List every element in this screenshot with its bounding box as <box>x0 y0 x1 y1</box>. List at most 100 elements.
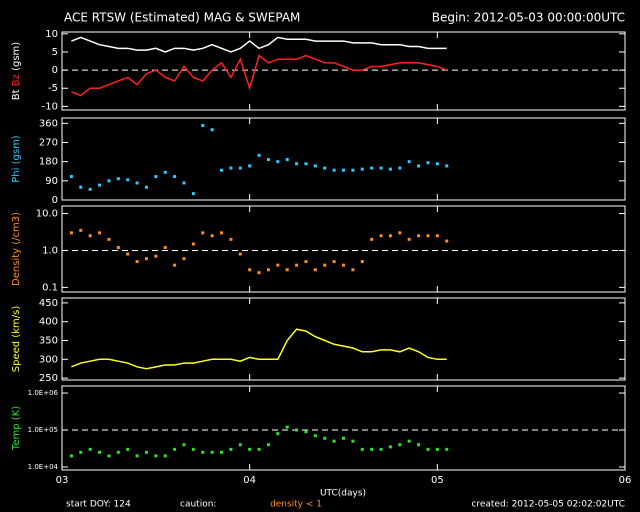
y-tick-label: 10 <box>45 29 58 40</box>
data-point <box>285 158 289 162</box>
x-axis-label: UTC(days) <box>320 489 366 499</box>
data-point <box>370 237 374 241</box>
data-point <box>98 231 102 235</box>
data-point <box>238 443 242 447</box>
data-point <box>360 260 364 264</box>
data-point <box>210 234 214 238</box>
y-tick-label: -10 <box>42 101 58 112</box>
data-point <box>257 447 261 451</box>
data-point <box>88 447 92 451</box>
data-point <box>201 123 205 127</box>
plot-frame <box>61 117 626 201</box>
data-point <box>417 234 421 238</box>
data-point <box>342 263 345 267</box>
data-point <box>304 430 308 434</box>
data-point <box>173 175 177 179</box>
y-tick-label: 400 <box>39 317 58 328</box>
data-point <box>69 231 73 235</box>
data-point <box>201 450 205 454</box>
data-point <box>229 237 233 241</box>
data-point <box>388 167 392 171</box>
data-point <box>370 166 374 170</box>
data-point <box>163 170 167 174</box>
data-point <box>69 454 73 458</box>
data-point <box>163 454 167 458</box>
y-axis-label: Temp (K) <box>11 406 22 451</box>
data-point <box>435 234 439 238</box>
y-tick-label: 270 <box>39 137 58 148</box>
data-point <box>295 162 299 166</box>
data-point <box>445 239 449 243</box>
data-point <box>154 254 158 258</box>
data-point <box>116 246 120 250</box>
data-point <box>79 185 83 189</box>
data-point <box>116 177 120 181</box>
y-tick-label: 90 <box>45 176 58 187</box>
data-point <box>285 268 289 272</box>
data-point <box>445 447 449 451</box>
data-point <box>191 192 195 196</box>
data-point <box>407 439 411 443</box>
data-point <box>248 268 252 272</box>
y-axis-label: Phi (gsm) <box>11 135 22 183</box>
y-tick-label: 180 <box>39 157 58 168</box>
created: created: 2012-05-05 02:02:02UTC <box>471 500 625 510</box>
data-line <box>71 54 447 97</box>
data-point <box>144 450 148 454</box>
y-axis-title: Temp (K) <box>11 406 22 451</box>
data-point <box>266 443 270 447</box>
data-point <box>163 246 167 250</box>
y-axis-title: Density (/cm3) <box>11 212 22 286</box>
data-point <box>426 447 430 451</box>
begin-time: Begin: 2012-05-03 00:00:00UTC <box>432 11 625 25</box>
data-point <box>266 158 270 162</box>
data-point <box>276 263 280 267</box>
data-point <box>182 257 186 261</box>
legend-entry: Bt <box>11 89 22 100</box>
plot-frame <box>61 385 626 471</box>
start-doy: start DOY: 124 <box>66 500 131 510</box>
data-point <box>229 447 233 451</box>
data-point <box>248 164 252 168</box>
data-point <box>435 162 439 166</box>
y-tick-label: -5 <box>48 83 58 94</box>
data-point <box>313 434 317 438</box>
data-point <box>107 454 111 458</box>
data-point <box>126 252 130 256</box>
data-point <box>304 162 308 166</box>
data-point <box>323 166 327 170</box>
data-point <box>135 454 139 458</box>
y-tick-label: 450 <box>39 298 58 309</box>
plot-frame <box>61 31 626 111</box>
data-point <box>182 443 186 447</box>
x-tick-label: 06 <box>619 475 632 486</box>
data-point <box>360 447 364 451</box>
x-tick-label: 04 <box>243 475 256 486</box>
data-point <box>435 447 439 451</box>
data-point <box>238 252 242 256</box>
data-point <box>426 234 430 238</box>
y-axis-label: Speed (km/s) <box>11 306 22 373</box>
data-point <box>417 443 421 447</box>
data-point <box>88 187 92 191</box>
data-point <box>210 450 214 454</box>
data-point <box>388 234 392 238</box>
y-axis-title: Speed (km/s) <box>11 306 22 373</box>
x-tick-label: 03 <box>56 475 69 486</box>
data-point <box>69 175 73 179</box>
data-point <box>351 439 355 443</box>
data-point <box>116 450 120 454</box>
data-point <box>379 447 383 451</box>
data-point <box>79 228 83 232</box>
data-point <box>445 164 449 168</box>
y-tick-label: 350 <box>39 336 58 347</box>
data-point <box>173 447 177 451</box>
y-tick-label: 300 <box>39 354 58 365</box>
data-point <box>135 181 139 185</box>
data-point <box>313 268 317 272</box>
y-tick-label: 0.1 <box>42 282 58 293</box>
y-axis-label: Density (/cm3) <box>11 212 22 286</box>
y-axis-title: Phi (gsm) <box>11 135 22 183</box>
data-point <box>220 231 224 235</box>
y-axis-title: (gsm) <box>11 42 22 71</box>
